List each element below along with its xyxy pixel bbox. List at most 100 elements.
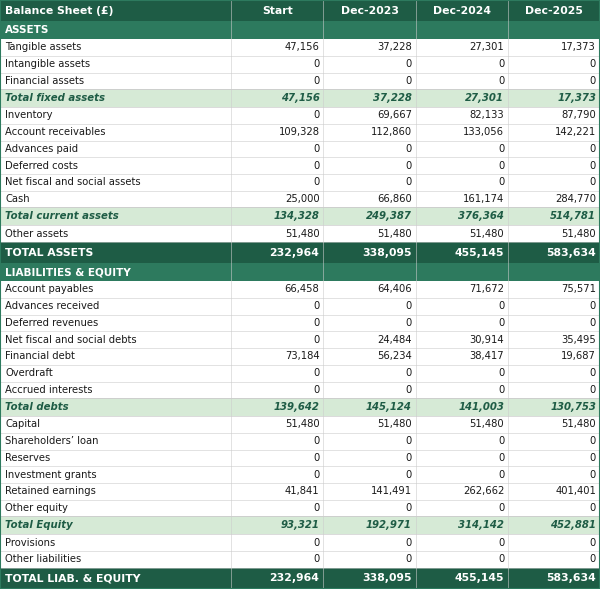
Text: 161,174: 161,174 — [463, 194, 504, 204]
Bar — [416, 551, 508, 568]
Text: Start: Start — [262, 6, 293, 15]
Bar — [0, 174, 231, 191]
Bar — [508, 141, 600, 157]
Text: 0: 0 — [406, 144, 412, 154]
Text: Provisions: Provisions — [5, 538, 55, 548]
Bar — [323, 72, 416, 90]
Text: Intangible assets: Intangible assets — [5, 59, 90, 69]
Bar — [416, 242, 508, 263]
Text: 0: 0 — [590, 554, 596, 564]
Bar — [416, 298, 508, 315]
Text: Account payables: Account payables — [5, 284, 94, 294]
Bar — [323, 551, 416, 568]
Bar — [231, 56, 323, 72]
Bar — [416, 348, 508, 365]
Bar — [0, 398, 231, 416]
Text: 583,634: 583,634 — [546, 574, 596, 583]
Text: Financial assets: Financial assets — [5, 76, 84, 86]
Bar — [416, 281, 508, 298]
Bar — [323, 517, 416, 534]
Bar — [508, 416, 600, 433]
Bar — [323, 568, 416, 589]
Text: 452,881: 452,881 — [550, 521, 596, 531]
Text: 66,860: 66,860 — [377, 194, 412, 204]
Text: 0: 0 — [498, 538, 504, 548]
Bar — [0, 382, 231, 398]
Bar — [323, 382, 416, 398]
Bar — [508, 398, 600, 416]
Bar — [0, 242, 231, 263]
Bar — [323, 39, 416, 56]
Text: 0: 0 — [406, 554, 412, 564]
Bar — [508, 191, 600, 207]
Bar — [323, 332, 416, 348]
Bar — [323, 499, 416, 517]
Bar — [323, 315, 416, 332]
Text: 35,495: 35,495 — [561, 335, 596, 345]
Text: TOTAL LIAB. & EQUITY: TOTAL LIAB. & EQUITY — [5, 574, 140, 583]
Text: 37,228: 37,228 — [377, 42, 412, 52]
Text: 0: 0 — [590, 453, 596, 463]
Bar — [231, 226, 323, 242]
Text: Other equity: Other equity — [5, 503, 68, 513]
Bar — [231, 433, 323, 449]
Text: 141,003: 141,003 — [458, 402, 504, 412]
Bar — [231, 416, 323, 433]
Text: 0: 0 — [406, 76, 412, 86]
Text: 66,458: 66,458 — [284, 284, 319, 294]
Text: Retained earnings: Retained earnings — [5, 487, 96, 497]
Bar — [0, 483, 231, 499]
Bar — [416, 191, 508, 207]
Bar — [323, 90, 416, 107]
Text: Net fiscal and social assets: Net fiscal and social assets — [5, 177, 140, 187]
Text: 51,480: 51,480 — [377, 229, 412, 239]
Bar — [508, 157, 600, 174]
Bar — [231, 332, 323, 348]
Text: 0: 0 — [590, 385, 596, 395]
Bar — [323, 124, 416, 141]
Bar — [416, 157, 508, 174]
Bar — [416, 517, 508, 534]
Text: 0: 0 — [406, 385, 412, 395]
Bar — [231, 499, 323, 517]
Text: Dec-2024: Dec-2024 — [433, 6, 491, 15]
Text: 0: 0 — [313, 469, 319, 479]
Bar — [231, 0, 323, 21]
Text: 232,964: 232,964 — [269, 247, 319, 257]
Text: 0: 0 — [313, 111, 319, 121]
Bar — [323, 107, 416, 124]
Text: 0: 0 — [498, 385, 504, 395]
Text: 51,480: 51,480 — [285, 229, 319, 239]
Bar — [323, 449, 416, 466]
Text: 0: 0 — [313, 161, 319, 171]
Text: Deferred costs: Deferred costs — [5, 161, 78, 171]
Text: Reserves: Reserves — [5, 453, 50, 463]
Text: 0: 0 — [498, 453, 504, 463]
Text: 109,328: 109,328 — [278, 127, 319, 137]
Text: 249,387: 249,387 — [366, 211, 412, 221]
Text: 27,301: 27,301 — [466, 93, 504, 103]
Bar — [416, 416, 508, 433]
Text: 0: 0 — [590, 436, 596, 446]
Text: 0: 0 — [406, 59, 412, 69]
Bar — [0, 517, 231, 534]
Bar — [323, 242, 416, 263]
Text: 51,480: 51,480 — [377, 419, 412, 429]
Text: 0: 0 — [406, 538, 412, 548]
Bar — [416, 433, 508, 449]
Text: 0: 0 — [406, 368, 412, 378]
Text: 0: 0 — [590, 469, 596, 479]
Bar — [323, 298, 416, 315]
Bar — [0, 499, 231, 517]
Bar — [0, 0, 231, 21]
Text: 130,753: 130,753 — [550, 402, 596, 412]
Text: Net fiscal and social debts: Net fiscal and social debts — [5, 335, 137, 345]
Bar — [508, 348, 600, 365]
Bar — [231, 568, 323, 589]
Bar — [416, 56, 508, 72]
Text: LIABILITIES & EQUITY: LIABILITIES & EQUITY — [5, 267, 131, 277]
Text: 69,667: 69,667 — [377, 111, 412, 121]
Bar — [323, 433, 416, 449]
Bar — [231, 466, 323, 483]
Text: 0: 0 — [313, 385, 319, 395]
